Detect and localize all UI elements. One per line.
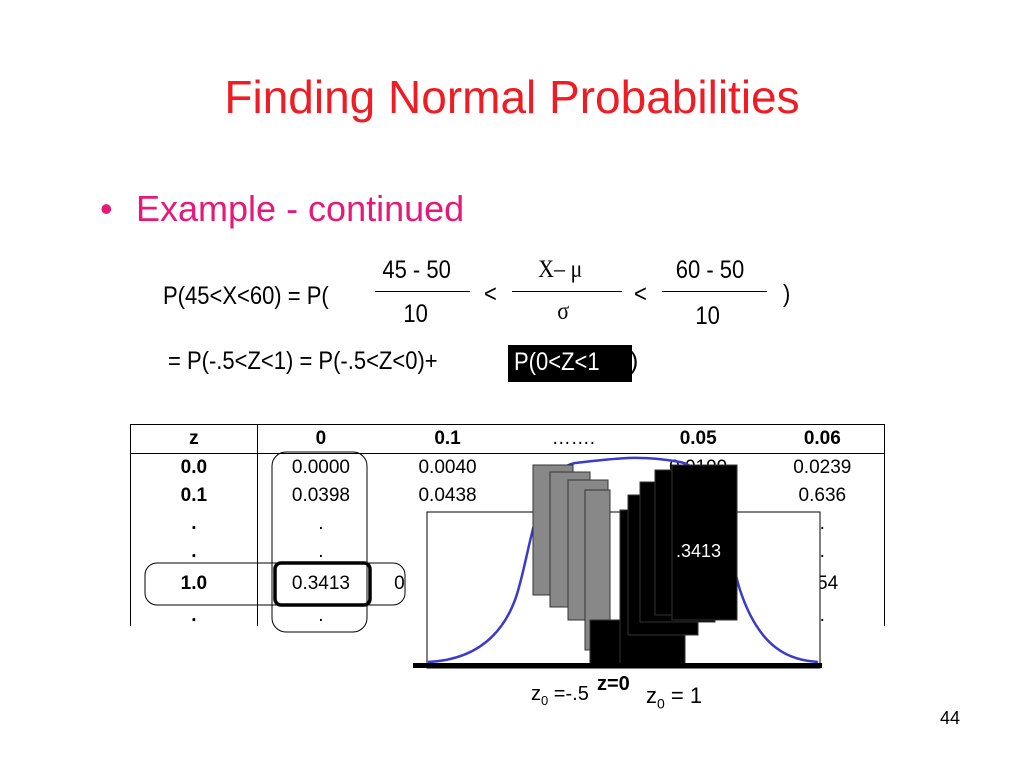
- fraction-num: 45 - 50: [382, 256, 451, 284]
- header-cell: 0.1: [434, 428, 461, 449]
- z-left-label: z0 =-.5: [531, 683, 589, 708]
- baseline: [413, 663, 822, 668]
- cell: 0.0398: [291, 485, 350, 506]
- less-than: <: [484, 280, 497, 308]
- close-paren: ): [630, 347, 639, 375]
- fraction-bar: [512, 291, 622, 292]
- column-highlight: [271, 451, 368, 633]
- cell: .: [318, 541, 324, 562]
- row-head: .: [130, 510, 258, 538]
- cell: 0.0239: [793, 457, 852, 478]
- header-cell: 0: [315, 428, 327, 449]
- table-clip: z 0 0.1 ……. 0.05 0.06 0.0 0.0000 0.0040 0.0…: [130, 424, 885, 626]
- fraction-den: σ: [557, 298, 570, 325]
- slide-title: Finding Normal Probabilities: [224, 71, 800, 123]
- z-center-label: z=0: [597, 673, 630, 695]
- header-cell: 0.06: [803, 428, 841, 449]
- cell: 0.0040: [418, 457, 477, 478]
- cell: 0: [394, 573, 405, 594]
- row-head: 0.1: [130, 482, 258, 510]
- less-than: <: [634, 280, 647, 308]
- cell: .: [819, 513, 825, 534]
- z: z: [531, 683, 541, 705]
- fraction-bar: [375, 291, 470, 292]
- shaded-area: [532, 464, 738, 666]
- cell: 0.3413: [291, 573, 350, 594]
- header-cell: 0.05: [679, 428, 717, 449]
- cell: 0.636: [798, 485, 847, 506]
- cell-highlight: [273, 561, 372, 607]
- z-right-label: z0 = 1: [646, 683, 702, 711]
- highlight-text: P(0<Z<1: [514, 348, 600, 376]
- cell: .: [819, 541, 825, 562]
- bullet-text: Example - continued: [136, 188, 465, 229]
- fraction-num: X– μ: [538, 256, 583, 283]
- fraction-den: 10: [695, 302, 720, 330]
- z: z: [646, 683, 657, 708]
- cell: 0.0438: [418, 485, 477, 506]
- highlight-box: [508, 345, 632, 382]
- z-table: z 0 0.1 ……. 0.05 0.06 0.0 0.0000 0.0040 0.0…: [130, 424, 885, 626]
- fraction-num: 60 - 50: [675, 256, 745, 284]
- z-value: =-.5: [548, 683, 589, 705]
- row-head: 1.0: [130, 566, 258, 602]
- area-label: .3413: [676, 541, 721, 561]
- normal-curve: [427, 456, 819, 664]
- cell: .: [318, 513, 324, 534]
- fraction-bar: [662, 291, 767, 292]
- z-value: = 1: [664, 683, 703, 708]
- subscript: 0: [657, 695, 665, 712]
- row-head: .: [130, 602, 258, 626]
- close-paren: ): [783, 280, 791, 308]
- subscript: 0: [541, 693, 549, 708]
- row-head: 0.0: [130, 453, 258, 482]
- header-row: z 0 0.1 ……. 0.05 0.06: [130, 424, 885, 454]
- equation-lhs: P(45<X<60) = P(: [163, 282, 329, 310]
- cell: .: [819, 605, 825, 626]
- fraction-den: 10: [403, 300, 428, 328]
- bullet-dot: •: [100, 188, 113, 229]
- header-cell: z: [130, 424, 258, 454]
- header-cell: …….: [551, 428, 595, 449]
- cell: 0.0000: [291, 457, 350, 478]
- equation-line2: = P(-.5<Z<1) = P(-.5<Z<0)+: [168, 347, 438, 375]
- row-highlight: [144, 562, 406, 606]
- page-number: 44: [940, 708, 961, 728]
- cell: .: [318, 605, 324, 626]
- row-head: .: [130, 538, 258, 566]
